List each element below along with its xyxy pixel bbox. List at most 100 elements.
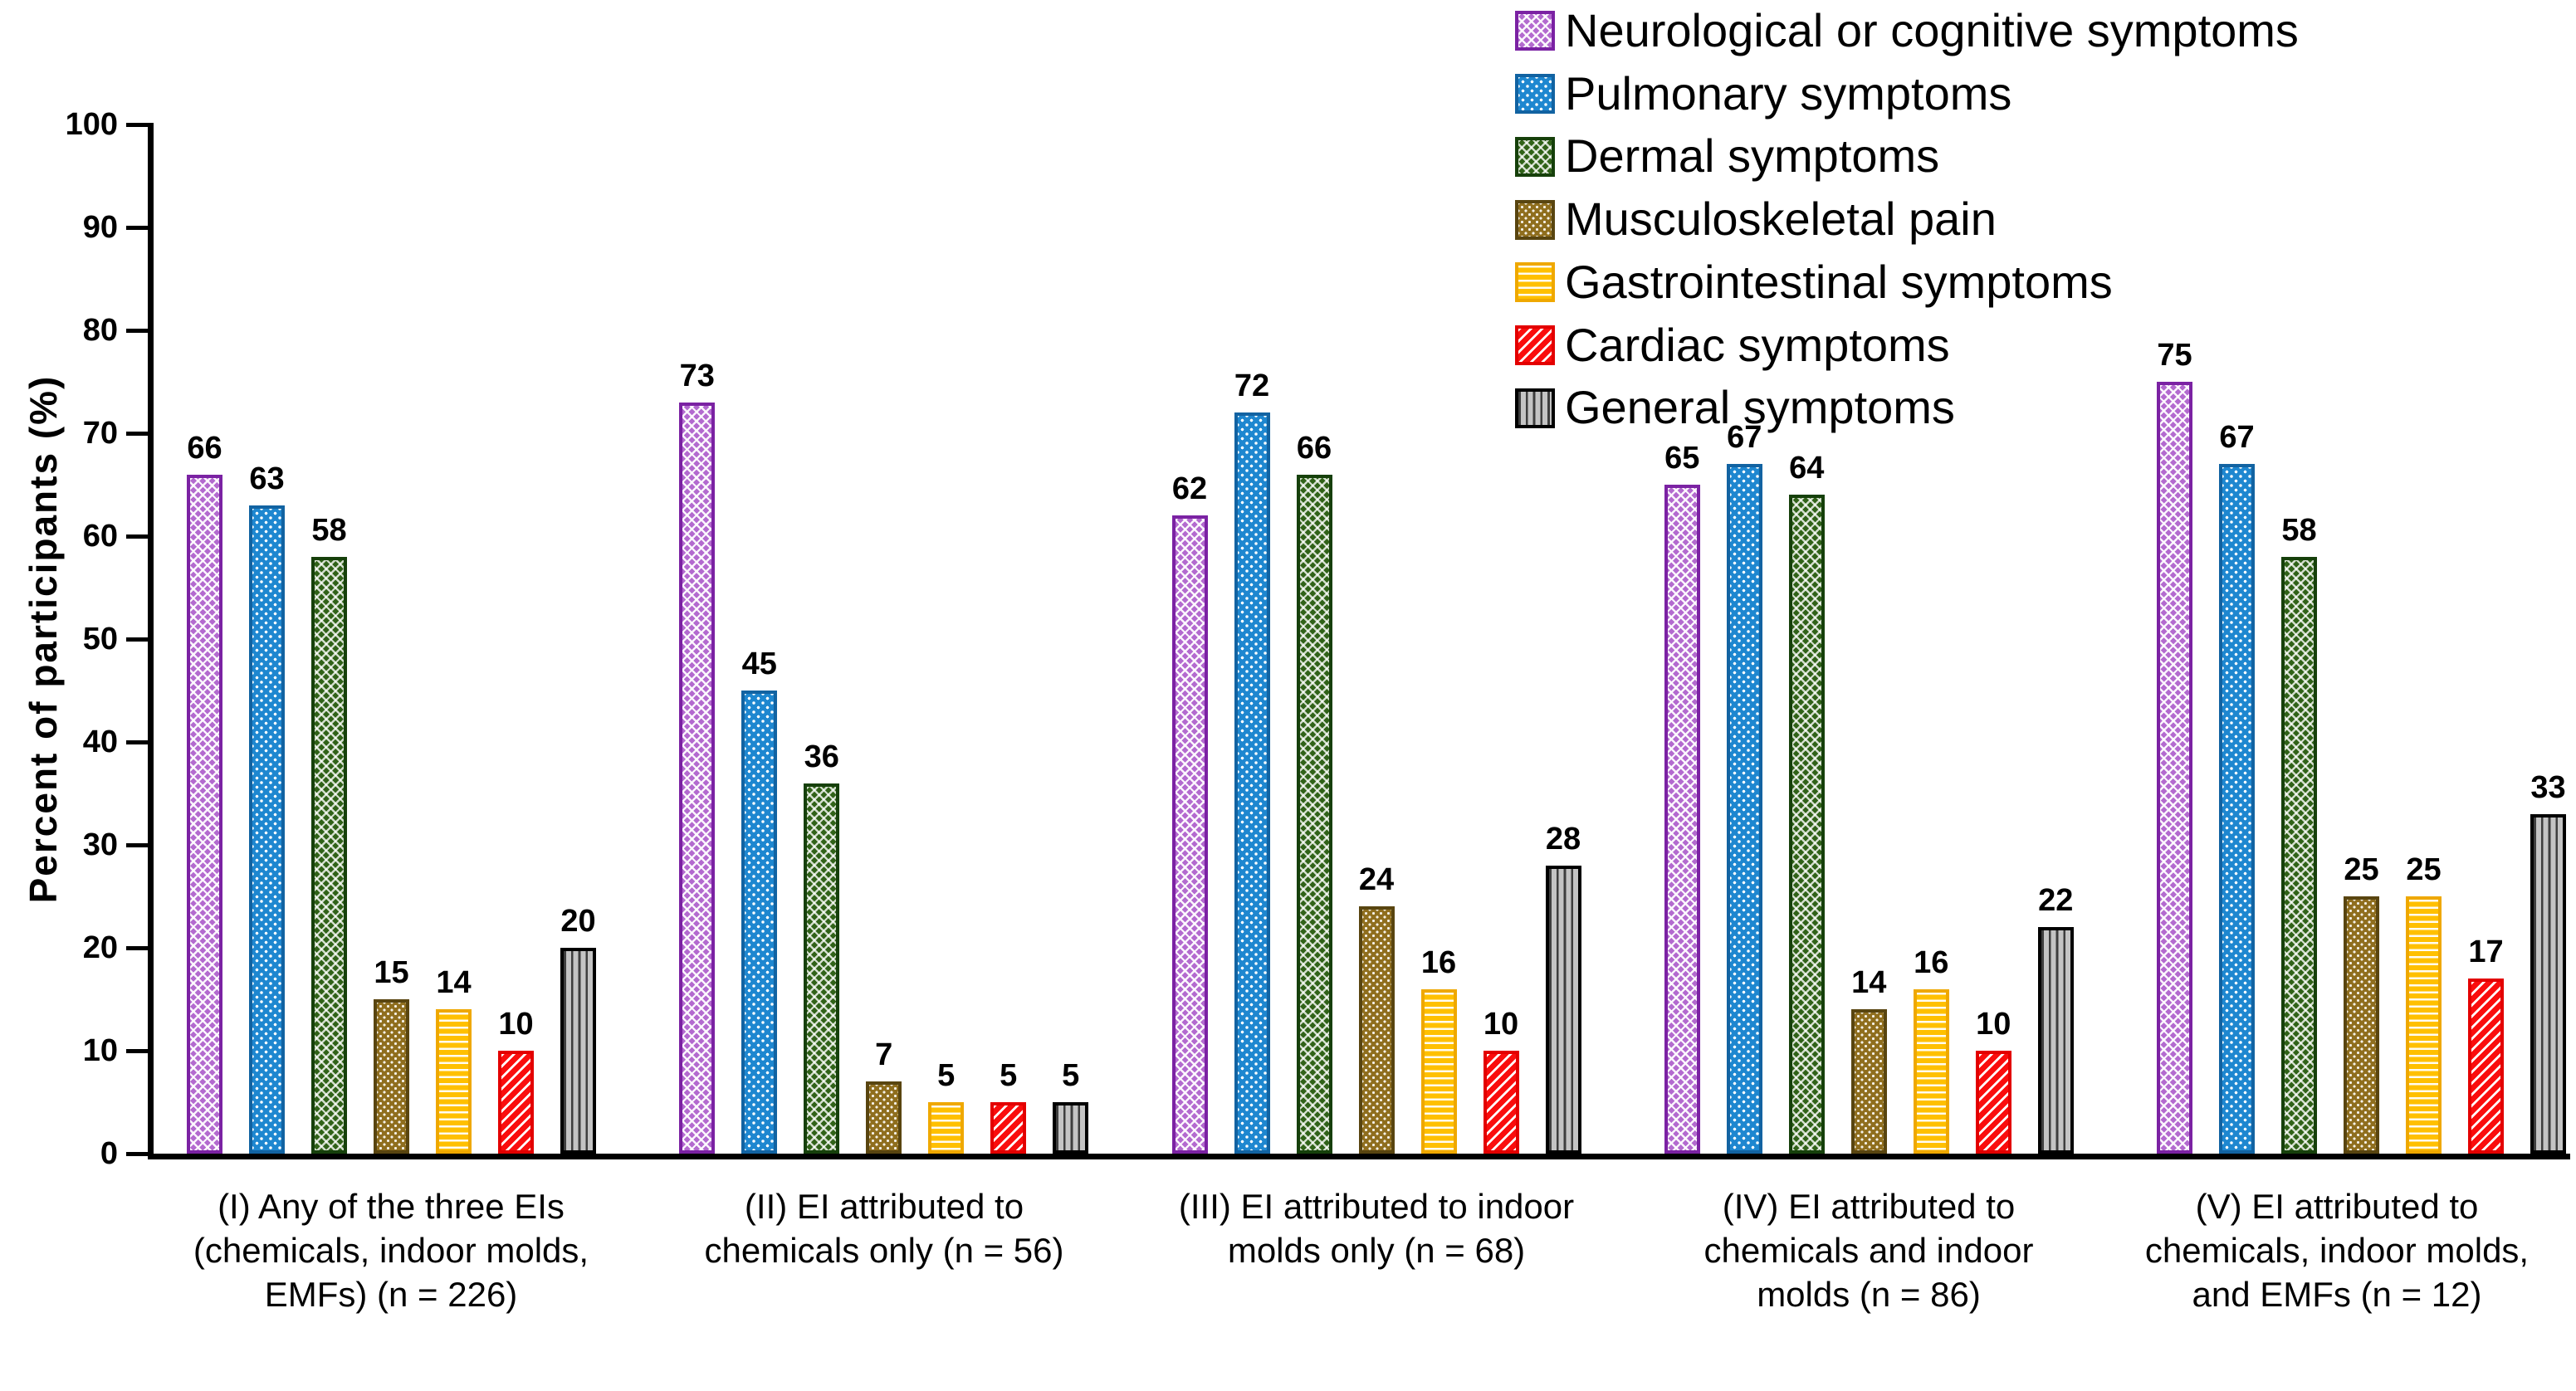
y-tick-mark [126, 431, 149, 436]
bar-wrap: 62 [1171, 124, 1208, 1154]
y-tick-label: 100 [65, 107, 118, 142]
bar-wrap: 67 [2219, 124, 2255, 1154]
bar-wrap: 16 [1913, 124, 1949, 1154]
y-tick-mark [126, 328, 149, 333]
y-tick-label: 80 [82, 313, 118, 348]
y-tick-mark [126, 534, 149, 539]
legend-label: Musculoskeletal pain [1565, 193, 1997, 246]
legend-swatch [1515, 136, 1555, 177]
bar [1850, 1009, 1887, 1154]
bar-wrap: 10 [1483, 124, 1519, 1154]
x-category-label: (I) Any of the three EIs (chemicals, ind… [193, 1187, 589, 1314]
bar [1726, 464, 1762, 1154]
legend-label: Cardiac symptoms [1565, 318, 1950, 371]
y-tick-mark [126, 739, 149, 744]
y-tick-mark [126, 637, 149, 642]
bar-wrap: 67 [1726, 124, 1762, 1154]
bar-value-label: 22 [2038, 883, 2074, 919]
bar-value-label: 16 [1914, 944, 1949, 980]
bar-value-label: 75 [2157, 338, 2192, 373]
bar-value-label: 10 [1976, 1007, 2011, 1042]
bar-wrap: 10 [1975, 124, 2011, 1154]
bar [741, 691, 778, 1154]
bar [1788, 495, 1825, 1154]
legend-swatch [1515, 199, 1555, 240]
bar-value-label: 7 [875, 1037, 893, 1073]
bar [1483, 1051, 1519, 1154]
bar-wrap: 20 [560, 124, 596, 1154]
bar-wrap: 5 [928, 124, 965, 1154]
y-tick-label: 70 [82, 416, 118, 451]
legend-label: Gastrointestinal symptoms [1565, 255, 2113, 308]
bar-value-label: 5 [937, 1058, 956, 1093]
bar-wrap: 75 [2157, 124, 2192, 1154]
bar [866, 1081, 902, 1154]
bar [311, 556, 347, 1154]
legend-label: General symptoms [1565, 381, 1955, 434]
bar-value-label: 72 [1234, 368, 1270, 404]
bar [1171, 515, 1208, 1154]
bar [804, 783, 840, 1154]
bar [2344, 896, 2379, 1154]
bar-value-label: 28 [1545, 821, 1581, 857]
bar-wrap: 5 [1053, 124, 1089, 1154]
y-axis-line [148, 123, 154, 1159]
y-tick-mark [126, 122, 149, 127]
bar-wrap: 25 [2344, 124, 2379, 1154]
bar-value-label: 25 [2406, 852, 2442, 887]
legend-swatch [1515, 11, 1555, 51]
bar-value-label: 15 [374, 955, 409, 990]
bar [679, 402, 716, 1154]
plot-area: 66 63 58 15 14 10 20 73 45 36 7 5 5 5 62 72 66 24 16 10 28 65… [187, 124, 2566, 1154]
bar-wrap: 14 [436, 124, 472, 1154]
legend-item: Pulmonary symptoms [1515, 66, 2299, 120]
bar [1296, 474, 1332, 1154]
bar-wrap: 66 [1296, 124, 1332, 1154]
bar [2157, 382, 2192, 1154]
bar-value-label: 62 [1171, 471, 1208, 507]
bar [436, 1009, 472, 1154]
bar-group: 66 63 58 15 14 10 20 [187, 124, 596, 1154]
bar-value-label: 63 [249, 461, 285, 496]
bar-group: 65 67 64 14 16 10 22 [1664, 124, 2074, 1154]
bar [1913, 988, 1949, 1154]
legend-item: Dermal symptoms [1515, 130, 2299, 183]
bar-wrap: 5 [990, 124, 1027, 1154]
bar [2037, 927, 2074, 1154]
bar-wrap: 45 [741, 124, 778, 1154]
bar [2468, 979, 2504, 1154]
bar-wrap: 28 [1545, 124, 1581, 1154]
bar-value-label: 5 [1000, 1058, 1018, 1093]
y-tick-label: 60 [82, 519, 118, 554]
y-tick-label: 30 [82, 827, 118, 862]
bar [1975, 1051, 2011, 1154]
bar-wrap: 64 [1788, 124, 1825, 1154]
bar-wrap: 72 [1234, 124, 1270, 1154]
bar-value-label: 14 [436, 965, 472, 1001]
x-category-label: (III) EI attributed to indoor molds only… [1178, 1187, 1575, 1270]
bar [1358, 906, 1395, 1154]
legend-item: Neurological or cognitive symptoms [1515, 4, 2299, 57]
legend-label: Dermal symptoms [1565, 129, 1940, 183]
bar-wrap: 36 [804, 124, 840, 1154]
bar-value-label: 14 [1851, 965, 1887, 1001]
bar [1234, 412, 1270, 1154]
x-axis-line [148, 1154, 2570, 1159]
bar-value-label: 45 [741, 647, 777, 681]
bar-value-label: 58 [2281, 512, 2317, 548]
bar-wrap: 15 [374, 124, 409, 1154]
legend-label: Pulmonary symptoms [1565, 66, 2012, 120]
bar [498, 1051, 534, 1154]
y-tick-mark [126, 945, 149, 950]
bar-wrap: 7 [866, 124, 902, 1154]
y-tick-label: 50 [82, 622, 118, 656]
y-tick-mark [126, 1151, 149, 1156]
bar-wrap: 73 [679, 124, 716, 1154]
bar-wrap: 22 [2037, 124, 2074, 1154]
bar-value-label: 10 [498, 1007, 534, 1042]
bar-value-label: 33 [2530, 769, 2566, 805]
bar-wrap: 25 [2406, 124, 2442, 1154]
y-tick-mark [126, 842, 149, 847]
bar-wrap: 17 [2468, 124, 2504, 1154]
bar-wrap: 14 [1850, 124, 1887, 1154]
